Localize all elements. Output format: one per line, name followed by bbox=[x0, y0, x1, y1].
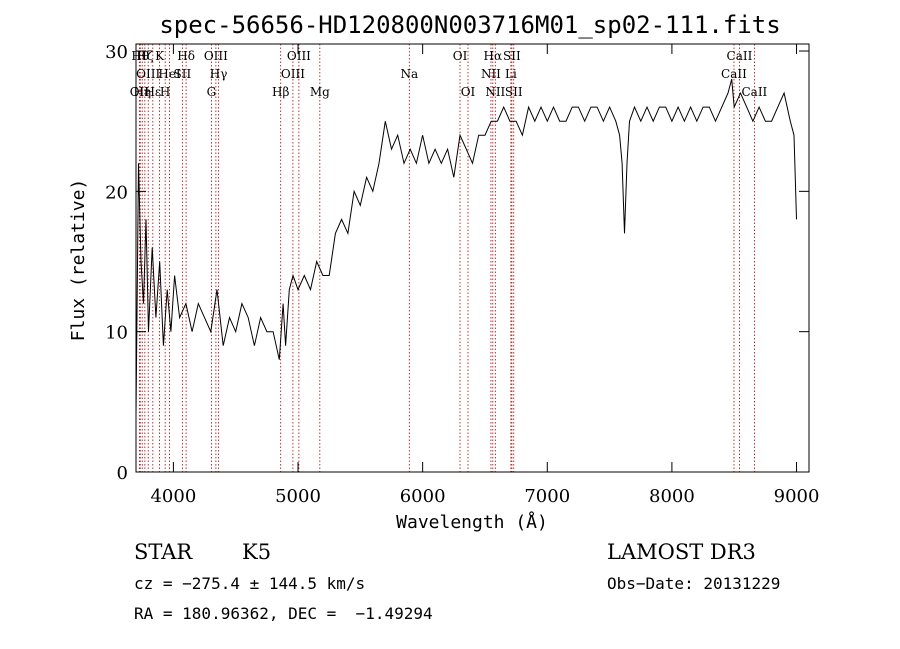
line-label-7: H bbox=[160, 85, 170, 99]
spectrum-line-0 bbox=[135, 78, 797, 416]
line-label-2: Hη bbox=[133, 85, 151, 99]
line-label-0: OII bbox=[130, 85, 150, 99]
line-label-14: Hβ bbox=[272, 85, 289, 99]
line-label-15: OIII bbox=[281, 67, 305, 81]
y-tick-label-1: 10 bbox=[105, 323, 128, 344]
object-subclass: K5 bbox=[242, 540, 272, 564]
line-label-29: CaII bbox=[741, 85, 767, 99]
x-tick-label-4: 8000 bbox=[649, 486, 695, 507]
x-axis-label: Wavelength (Å) bbox=[396, 511, 548, 533]
line-label-10: Hδ bbox=[177, 49, 195, 63]
line-label-5: Hε bbox=[144, 85, 161, 99]
line-label-22: Hα bbox=[484, 49, 503, 63]
line-label-27: CaII bbox=[721, 67, 747, 81]
x-tick-label-0: 4000 bbox=[150, 486, 196, 507]
x-tick-label-1: 5000 bbox=[275, 486, 321, 507]
y-axis-label: Flux (relative) bbox=[68, 179, 89, 342]
object-class: STAR bbox=[134, 540, 193, 564]
spectrum-series bbox=[135, 78, 797, 416]
line-label-16: OIII bbox=[287, 49, 311, 63]
line-label-6: K bbox=[155, 49, 165, 63]
emission-line-markers bbox=[138, 44, 755, 472]
line-label-9: SII bbox=[174, 67, 192, 81]
line-label-13: Hγ bbox=[210, 67, 228, 81]
y-tick-label-3: 30 bbox=[105, 42, 128, 63]
x-tick-label-5: 9000 bbox=[774, 486, 820, 507]
line-label-8: HeI bbox=[158, 67, 181, 81]
y-tick-label-2: 20 bbox=[105, 182, 128, 203]
plot-frame bbox=[135, 43, 810, 473]
line-label-4: OIII bbox=[136, 67, 160, 81]
line-label-17: Mg bbox=[310, 85, 330, 99]
line-label-19: OI bbox=[453, 49, 468, 63]
line-label-20: OI bbox=[461, 85, 476, 99]
observation-date: Obs−Date: 20131229 bbox=[607, 574, 781, 593]
line-label-28: CaII bbox=[727, 49, 753, 63]
line-label-25: SII bbox=[503, 49, 521, 63]
line-label-3: Hζ bbox=[136, 49, 153, 63]
x-tick-label-3: 7000 bbox=[524, 486, 570, 507]
chart-title: spec-56656-HD120800N003716M01_sp02-111.f… bbox=[159, 11, 780, 39]
line-label-24: Li bbox=[505, 67, 517, 81]
x-tick-label-2: 6000 bbox=[400, 486, 446, 507]
coordinates: RA = 180.96362, DEC = −1.49294 bbox=[134, 604, 433, 623]
y-tick-label-0: 0 bbox=[117, 463, 128, 484]
line-label-21: NII bbox=[481, 67, 501, 81]
line-label-12: OIII bbox=[204, 49, 228, 63]
emission-line-labels: OIIHθHηHζOIIIHεKHHeISIIHδGOIIIHγHβOIIIOI… bbox=[130, 49, 768, 99]
x-axis-ticks: 4000 5000 6000 7000 8000 9000 bbox=[150, 44, 819, 507]
line-label-26: SII bbox=[505, 85, 523, 99]
y-axis-ticks: 0 10 20 30 bbox=[105, 42, 809, 484]
line-label-23: NII bbox=[485, 85, 505, 99]
line-label-11: G bbox=[207, 85, 217, 99]
survey-name: LAMOST DR3 bbox=[607, 540, 756, 564]
plot-area bbox=[135, 43, 810, 473]
redshift-velocity: cz = −275.4 ± 144.5 km/s bbox=[134, 574, 366, 593]
line-label-18: Na bbox=[400, 67, 418, 81]
